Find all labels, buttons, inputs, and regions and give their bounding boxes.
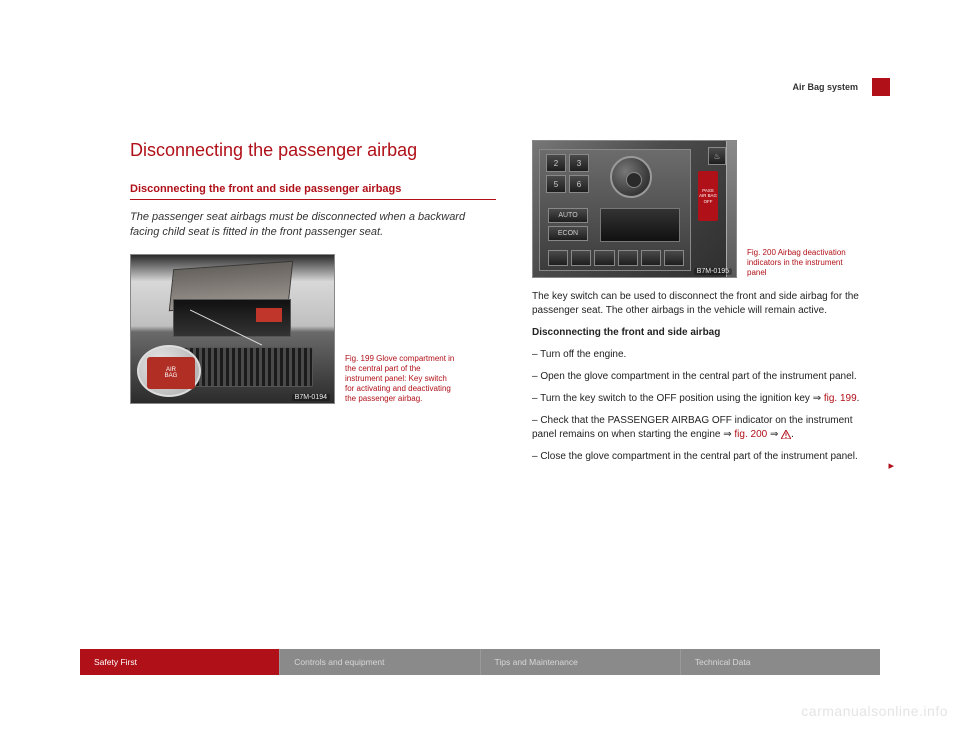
preset-button: 6 (569, 175, 589, 193)
figure-200-image: ♨ 2 3 5 6 AUTO ECON (532, 140, 737, 278)
dashboard-trim (726, 141, 736, 277)
continuation-arrow-icon: ▸ (888, 459, 894, 472)
key-switch-line2: BAG (165, 373, 178, 379)
step: – Check that the PASSENGER AIRBAG OFF in… (532, 414, 872, 442)
climate-icon (618, 250, 638, 266)
step-text: – Check that the PASSENGER AIRBAG OFF in… (532, 415, 853, 440)
climate-icon (641, 250, 661, 266)
figure-reference: fig. 199 (824, 393, 857, 404)
auto-econ-group: AUTO ECON (548, 208, 588, 241)
econ-button: ECON (548, 226, 588, 241)
intro-paragraph: The passenger seat airbags must be disco… (130, 210, 496, 240)
subheading: Disconnecting the front and side airbag (532, 326, 872, 340)
manual-page: Air Bag system Disconnecting the passeng… (0, 0, 960, 729)
paragraph: The key switch can be used to disconnect… (532, 290, 872, 318)
footer-tab-controls[interactable]: Controls and equipment (280, 649, 480, 675)
radio-preset-group: 2 3 5 6 (546, 154, 594, 198)
subhead-rule (130, 199, 496, 200)
temp-slider (600, 208, 680, 242)
step: – Close the glove compartment in the cen… (532, 450, 872, 464)
climate-panel: 2 3 5 6 AUTO ECON (539, 149, 691, 271)
indicator-line: OFF (704, 199, 713, 205)
watermark: carmanualsonline.info (801, 703, 948, 719)
step-text: . (857, 393, 860, 404)
step: – Open the glove compartment in the cent… (532, 370, 872, 384)
step-text: – Turn the key switch to the OFF positio… (532, 393, 824, 404)
step: – Turn off the engine. (532, 348, 872, 362)
figure-200-code: B7M-0195 (694, 268, 732, 275)
chapter-accent-block (872, 78, 890, 96)
preset-button: 2 (546, 154, 566, 172)
footer-tab-technical[interactable]: Technical Data (681, 649, 880, 675)
figure-199-code: B7M-0194 (292, 394, 330, 401)
warning-icon (781, 430, 791, 439)
key-switch-callout: AIR BAG (137, 345, 201, 397)
footer-tab-tips[interactable]: Tips and Maintenance (481, 649, 681, 675)
right-body-text: The key switch can be used to disconnect… (532, 290, 872, 464)
left-column: Disconnecting the passenger airbag Disco… (130, 140, 496, 472)
climate-icon (571, 250, 591, 266)
figure-200-caption: Fig. 200 Airbag deactivation indicators … (747, 248, 857, 278)
figure-reference: fig. 200 (734, 429, 767, 440)
footer-tab-label: Safety First (94, 657, 137, 667)
seat-heater-button: ♨ (708, 147, 726, 165)
control-dial (610, 156, 652, 198)
section-title: Disconnecting the passenger airbag (130, 140, 496, 161)
footer-tab-label: Tips and Maintenance (495, 657, 578, 667)
climate-icon (594, 250, 614, 266)
chapter-title: Air Bag system (792, 82, 858, 92)
airbag-off-indicator: PASS AIR BAG OFF (698, 171, 718, 221)
climate-icon-row (548, 250, 684, 266)
preset-button: 3 (569, 154, 589, 172)
key-switch-label: AIR BAG (147, 357, 195, 389)
footer-tabs: Safety First Controls and equipment Tips… (80, 649, 880, 675)
figure-199-caption: Fig. 199 Glove compartment in the centra… (345, 354, 455, 404)
auto-button: AUTO (548, 208, 588, 223)
figure-199-image: AIR BAG B7M-0194 (130, 254, 335, 404)
airbag-key-switch (256, 308, 282, 322)
preset-button: 5 (546, 175, 566, 193)
step-text: ⇒ (767, 429, 781, 440)
figure-200-row: ♨ 2 3 5 6 AUTO ECON (532, 140, 872, 278)
page-header: Air Bag system (792, 78, 890, 96)
footer-tab-label: Technical Data (695, 657, 751, 667)
climate-icon (548, 250, 568, 266)
step-text: . (791, 429, 794, 440)
climate-icon (664, 250, 684, 266)
footer-tab-label: Controls and equipment (294, 657, 384, 667)
figure-199-row: AIR BAG B7M-0194 Fig. 199 Glove compartm… (130, 254, 496, 404)
footer-tab-safety-first[interactable]: Safety First (80, 649, 280, 675)
right-column: ♨ 2 3 5 6 AUTO ECON (532, 140, 872, 472)
section-subhead: Disconnecting the front and side passeng… (130, 183, 496, 195)
step: – Turn the key switch to the OFF positio… (532, 392, 872, 406)
content-area: Disconnecting the passenger airbag Disco… (130, 140, 870, 472)
